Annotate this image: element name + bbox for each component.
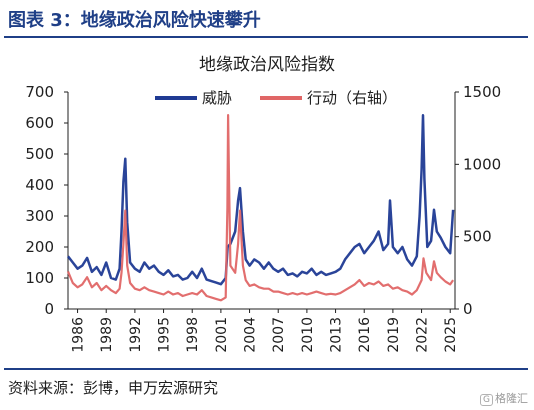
legend-label-act: 行动（右轴） xyxy=(307,89,397,107)
chart-title: 地缘政治风险指数 xyxy=(199,55,335,75)
y-left-tick-label: 300 xyxy=(25,207,54,225)
y-right-tick-label: 500 xyxy=(463,228,492,246)
y-right-tick-label: 0 xyxy=(463,300,473,318)
x-tick-label: 2004 xyxy=(243,317,259,353)
x-tick-label: 2013 xyxy=(329,317,345,353)
header: 图表 3：地缘政治风险快速攀升 xyxy=(0,0,534,44)
x-tick-label: 2010 xyxy=(300,317,316,353)
y-left-tick-label: 600 xyxy=(25,114,54,132)
y-left-tick-label: 500 xyxy=(25,145,54,163)
y-left-tick-label: 100 xyxy=(25,269,54,287)
watermark: G 格隆汇 xyxy=(480,390,528,406)
series-line-act xyxy=(66,114,455,302)
watermark-text: 格隆汇 xyxy=(495,392,528,405)
x-tick-label: 2019 xyxy=(386,317,402,353)
y-left-tick-label: 200 xyxy=(25,238,54,256)
footer-divider xyxy=(4,368,528,370)
y-left-tick-label: 400 xyxy=(25,176,54,194)
x-tick-label: 1998 xyxy=(185,317,201,353)
watermark-logo-icon: G xyxy=(480,394,493,406)
x-tick-label: 1989 xyxy=(99,317,115,353)
x-tick-label: 2001 xyxy=(214,317,230,353)
x-tick-label: 1995 xyxy=(157,317,173,353)
source-note: 资料来源：彭博，申万宏源研究 xyxy=(8,379,219,397)
y-left-tick-label: 700 xyxy=(25,83,54,101)
y-right-tick-label: 1500 xyxy=(463,83,501,101)
x-tick-label: 2016 xyxy=(357,317,373,353)
x-tick-label: 2022 xyxy=(415,317,431,353)
legend-label-threat: 威胁 xyxy=(202,89,232,107)
x-tick-label: 2025 xyxy=(443,317,459,353)
y-left-tick-label: 0 xyxy=(44,300,54,318)
page-title: 图表 3：地缘政治风险快速攀升 xyxy=(8,10,261,31)
x-tick-label: 2007 xyxy=(271,317,287,353)
x-tick-label: 1986 xyxy=(71,317,87,353)
series-line-threat xyxy=(67,114,455,286)
header-divider xyxy=(4,36,528,38)
x-tick-label: 1992 xyxy=(128,317,144,353)
y-right-tick-label: 1000 xyxy=(463,155,501,173)
chart: 0 100 200 300 400 500 600 700 0 500 1000 1500 1986 19… xyxy=(25,83,501,353)
